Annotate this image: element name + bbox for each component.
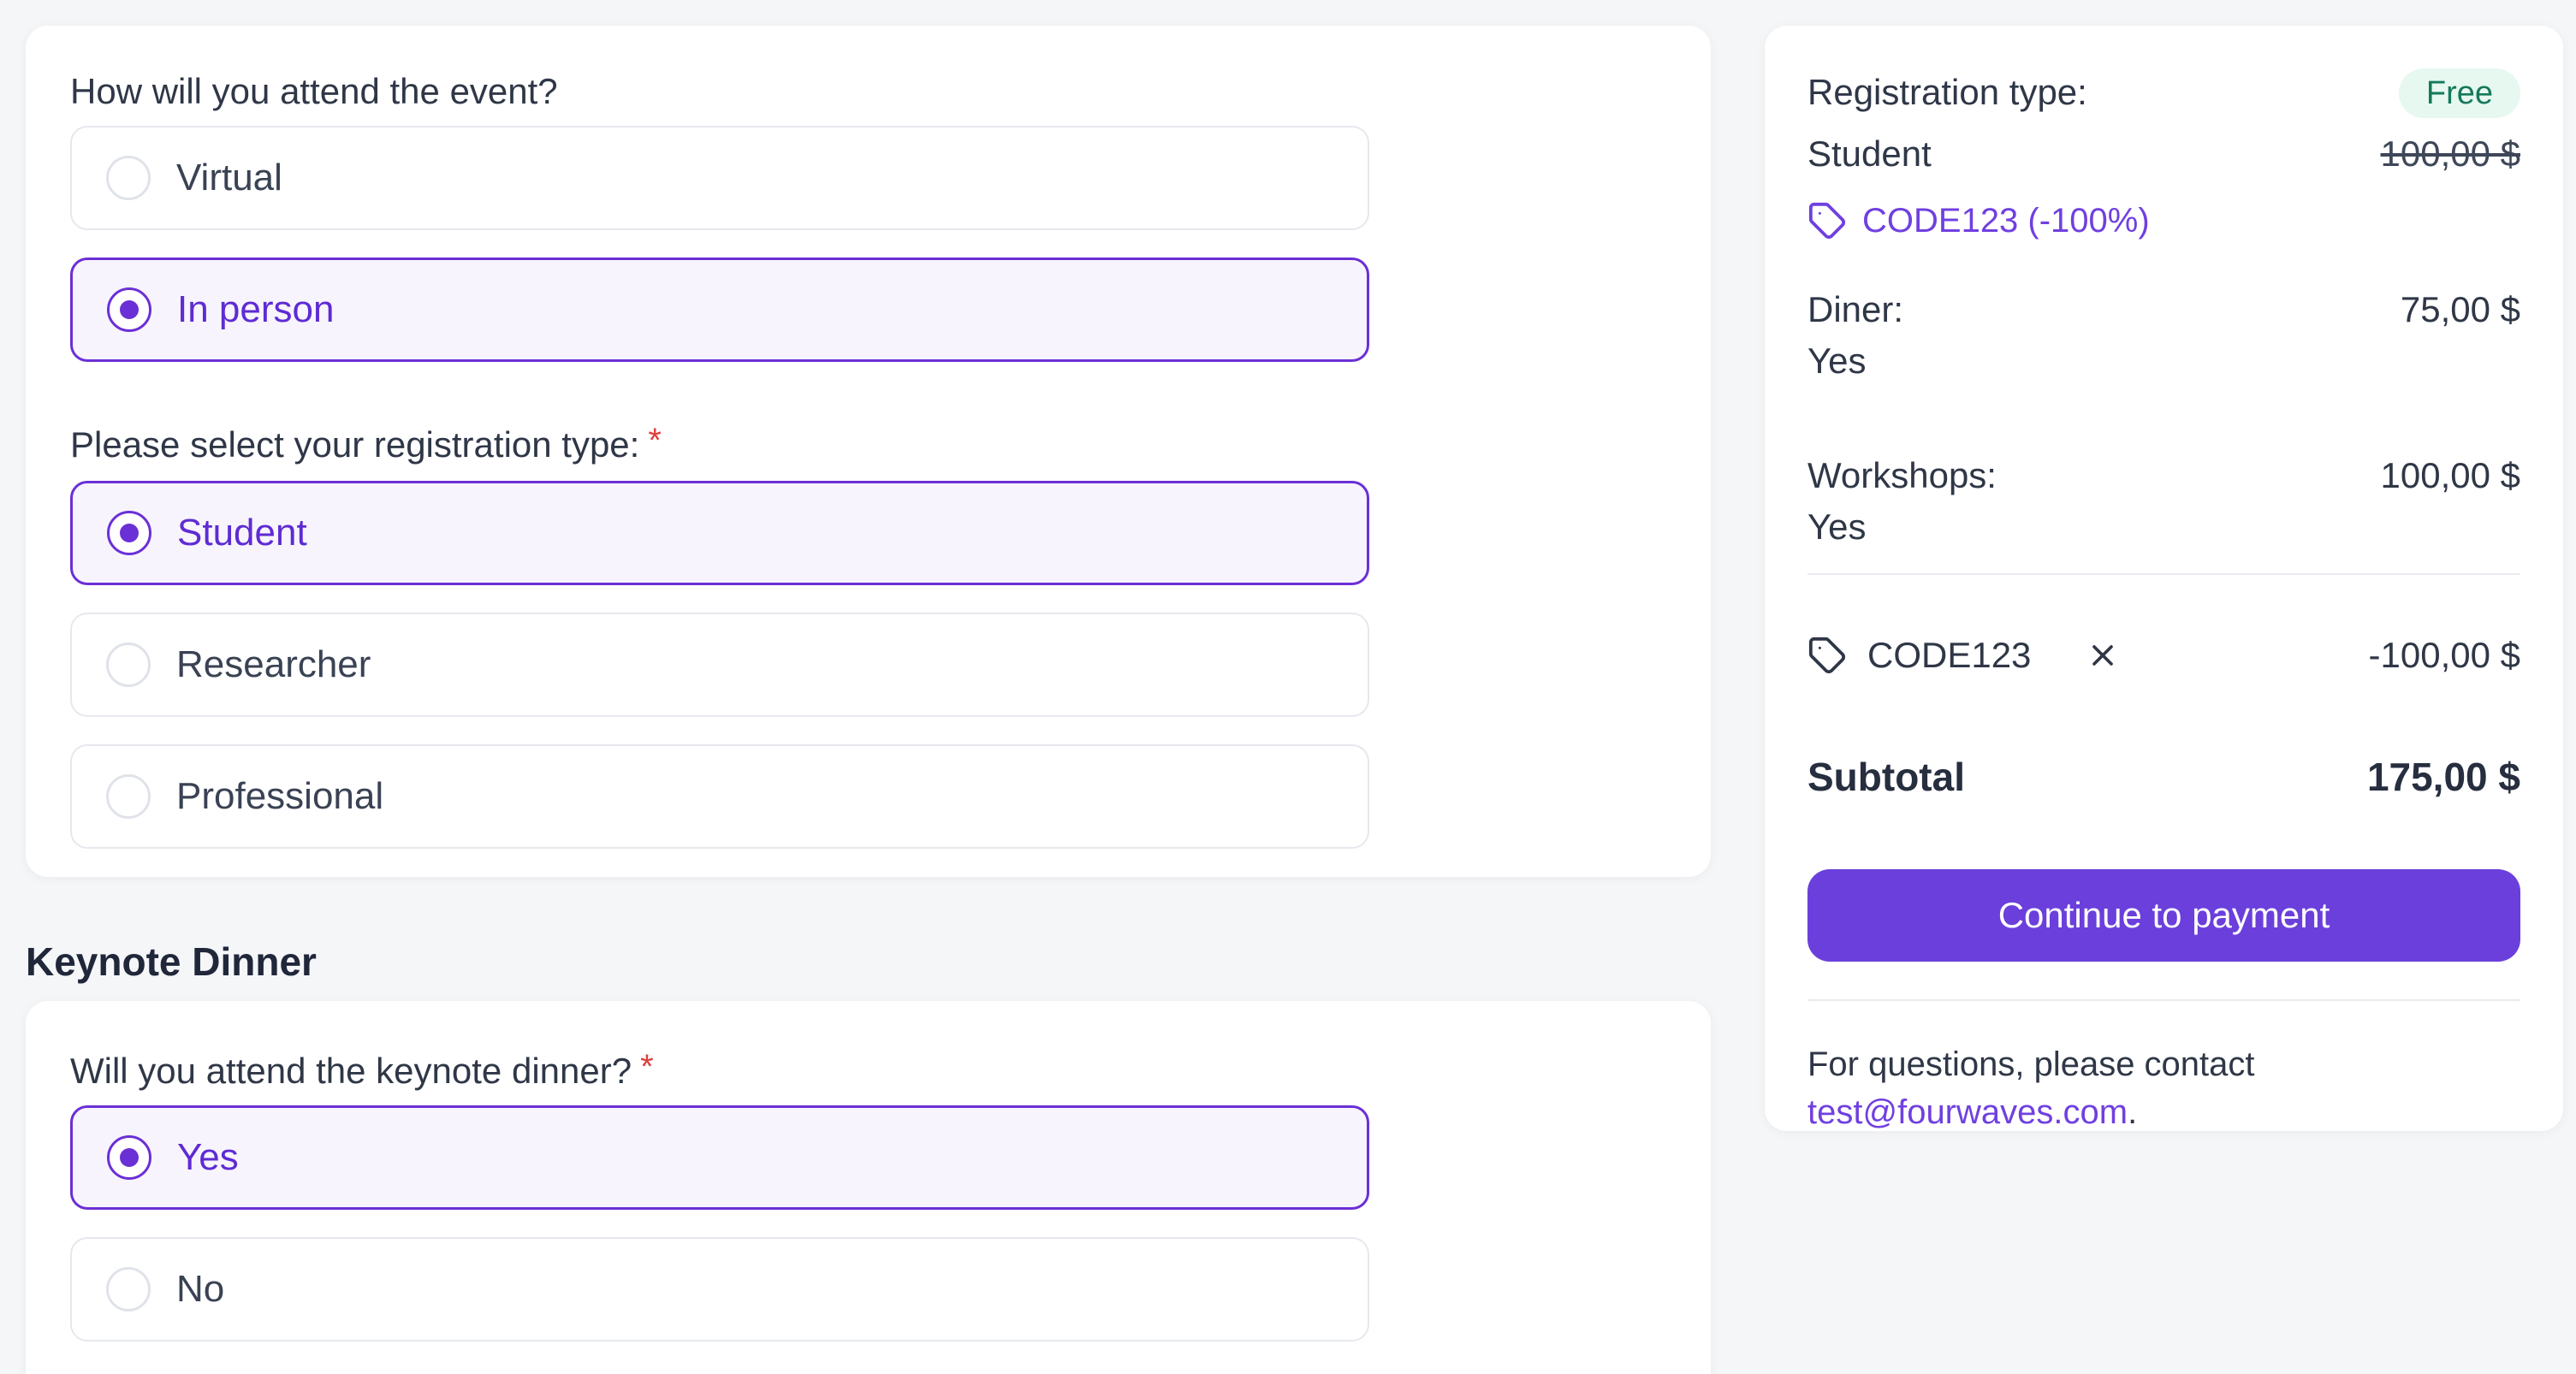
keynote-dinner-card: Will you attend the keynote dinner? * Yes… xyxy=(26,1001,1711,1374)
line-item-label: Workshops: xyxy=(1807,455,1997,495)
subtotal-label: Subtotal xyxy=(1807,755,1965,799)
question-text: How will you attend the event? xyxy=(70,71,558,111)
radio-icon[interactable] xyxy=(107,287,151,332)
radio-icon[interactable] xyxy=(106,643,151,687)
line-item-answer: Yes xyxy=(1807,341,1867,381)
line-item-answer: Yes xyxy=(1807,506,1867,547)
option-student[interactable]: Student xyxy=(70,481,1369,585)
option-label: Professional xyxy=(176,775,384,817)
line-item-price: 100,00 $ xyxy=(2380,455,2521,495)
continue-to-payment-button[interactable]: Continue to payment xyxy=(1807,869,2520,962)
option-label: Virtual xyxy=(176,157,282,198)
option-label: In person xyxy=(177,288,335,330)
applied-promo-code: CODE123 xyxy=(1867,635,2032,675)
divider xyxy=(1807,573,2520,575)
applied-promo: CODE123 xyxy=(1807,635,2120,676)
option-label: Researcher xyxy=(176,643,371,685)
promo-code-link[interactable]: CODE123 (-100%) xyxy=(1807,197,2150,245)
divider xyxy=(1807,999,2520,1001)
registration-type-row: Registration type: Free xyxy=(1807,68,2520,118)
line-item-workshops: Workshops: 100,00 $ Yes xyxy=(1807,452,2520,551)
contact-note: For questions, please contact test@fourw… xyxy=(1807,1040,2520,1136)
registration-value-row: Student 100,00 $ xyxy=(1807,130,2520,178)
question-registration-type: Please select your registration type: * xyxy=(70,417,1666,469)
registration-type-value: Student xyxy=(1807,133,1932,174)
radio-icon[interactable] xyxy=(106,156,151,200)
radio-icon[interactable] xyxy=(106,774,151,819)
option-in-person[interactable]: In person xyxy=(70,258,1369,362)
option-professional[interactable]: Professional xyxy=(70,744,1369,849)
option-label: No xyxy=(176,1268,225,1310)
tag-icon xyxy=(1807,201,1847,240)
question-keynote-dinner: Will you attend the keynote dinner? * xyxy=(70,1043,1666,1095)
order-summary-card: Registration type: Free Student 100,00 $… xyxy=(1765,26,2563,1131)
contact-text-suffix: . xyxy=(2128,1093,2138,1131)
line-item-label: Diner: xyxy=(1807,289,1904,329)
option-label: Student xyxy=(177,512,307,554)
required-asterisk: * xyxy=(648,422,662,459)
line-item-price: 75,00 $ xyxy=(2400,289,2520,329)
tag-icon xyxy=(1807,636,1847,675)
line-item-diner: Diner: 75,00 $ Yes xyxy=(1807,286,2520,385)
remove-promo-button[interactable] xyxy=(2086,638,2120,672)
option-keynote-yes[interactable]: Yes xyxy=(70,1105,1369,1210)
radio-icon[interactable] xyxy=(106,1267,151,1312)
keynote-dinner-heading: Keynote Dinner xyxy=(26,939,317,984)
discount-amount: -100,00 $ xyxy=(2368,635,2520,675)
subtotal-value: 175,00 $ xyxy=(2366,755,2520,799)
question-text: Please select your registration type: xyxy=(70,424,640,465)
original-price: 100,00 $ xyxy=(2380,133,2521,174)
question-attendance: How will you attend the event? xyxy=(70,68,1666,115)
subtotal-row: Subtotal 175,00 $ xyxy=(1807,753,2520,801)
option-virtual[interactable]: Virtual xyxy=(70,126,1369,230)
option-researcher[interactable]: Researcher xyxy=(70,613,1369,717)
question-text: Will you attend the keynote dinner? xyxy=(70,1051,632,1091)
required-asterisk: * xyxy=(640,1048,654,1086)
attendance-card: How will you attend the event? Virtual I… xyxy=(26,26,1711,877)
registration-type-label: Registration type: xyxy=(1807,72,2087,112)
free-badge: Free xyxy=(2398,68,2520,118)
contact-email-link[interactable]: test@fourwaves.com xyxy=(1807,1093,2128,1131)
promo-code-text: CODE123 (-100%) xyxy=(1862,202,2150,240)
option-keynote-no[interactable]: No xyxy=(70,1237,1369,1341)
radio-icon[interactable] xyxy=(107,511,151,555)
contact-text: For questions, please contact xyxy=(1807,1045,2255,1083)
option-label: Yes xyxy=(177,1136,239,1178)
radio-icon[interactable] xyxy=(107,1135,151,1180)
discount-row: CODE123 -100,00 $ xyxy=(1807,631,2520,679)
